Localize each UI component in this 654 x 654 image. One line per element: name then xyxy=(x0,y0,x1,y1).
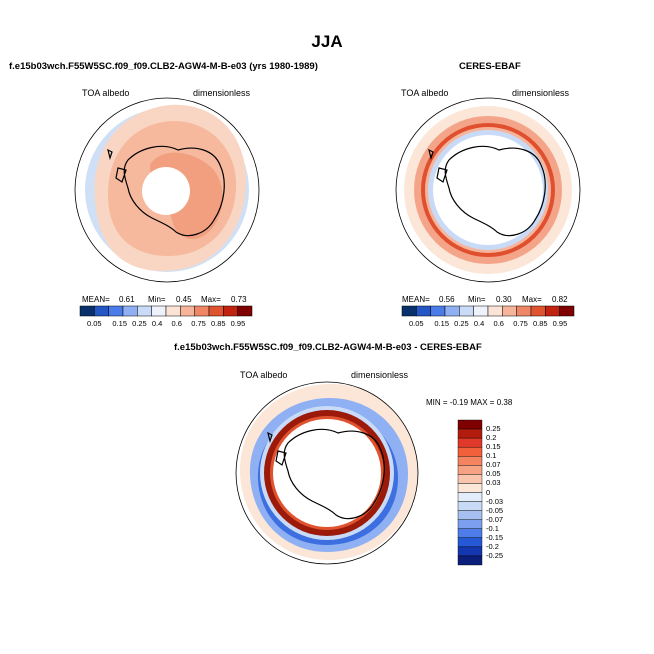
panel2-max-value: 0.82 xyxy=(552,295,568,304)
colorbar-tick-label: -0.07 xyxy=(486,514,504,524)
panel2-min-label: Min= xyxy=(468,295,486,304)
colorbar-tick-label: -0.25 xyxy=(486,550,504,560)
panel1-title: f.e15b03wch.F55W5SC.f09_f09.CLB2-AGW4-M-… xyxy=(9,61,318,72)
colorbar-tick-label: -0.1 xyxy=(486,523,499,533)
colorbar-tick-label: 0.15 xyxy=(486,442,501,452)
panel1-mean-label: MEAN= xyxy=(82,295,110,304)
colorbar-tick-label: 0.05 xyxy=(408,319,424,328)
colorbar-tick-label: 0.15 xyxy=(434,319,450,328)
colorbar-swatch xyxy=(457,456,483,466)
panel2-colorbar-ticks: 0.05 0.15 0.25 0.4 0.6 0.75 0.85 0.95 xyxy=(402,319,574,329)
colorbar-tick-label: 0.25 xyxy=(132,319,147,328)
panel3-min-max-text: MIN = -0.19 MAX = 0.38 xyxy=(426,398,513,407)
colorbar-swatch xyxy=(457,501,483,511)
colorbar-tick-label: 0.15 xyxy=(112,319,128,328)
colorbar-tick-label: 0.05 xyxy=(486,469,501,479)
colorbar-swatch xyxy=(237,305,253,317)
panel1-antarctica-outline xyxy=(107,145,225,237)
colorbar-tick-label: 0.2 xyxy=(486,433,497,443)
colorbar-tick-label: 0.75 xyxy=(191,319,206,328)
colorbar-tick-label: -0.15 xyxy=(486,532,504,542)
colorbar-swatch xyxy=(457,537,483,548)
colorbar-swatch xyxy=(457,555,483,566)
panel2-mean-label: MEAN= xyxy=(402,295,430,304)
main-title: JJA xyxy=(311,32,343,51)
colorbar-tick-label: 0 xyxy=(486,487,491,497)
colorbar-swatch xyxy=(457,492,483,502)
colorbar-swatch xyxy=(457,446,483,457)
panel2-mean-value: 0.56 xyxy=(439,295,455,304)
colorbar-tick-label: 0.95 xyxy=(230,319,246,328)
colorbar-tick-label: 0.1 xyxy=(486,451,497,461)
colorbar-tick-label: 0.95 xyxy=(552,319,568,328)
colorbar-tick-label: 0.6 xyxy=(493,319,504,328)
colorbar-tick-label: -0.05 xyxy=(486,505,504,515)
panel3-title: f.e15b03wch.F55W5SC.f09_f09.CLB2-AGW4-M-… xyxy=(174,342,482,353)
panel1-min-label: Min= xyxy=(148,295,166,304)
colorbar-tick-label: 0.25 xyxy=(486,424,501,434)
panel3-colorbar xyxy=(457,419,483,566)
panel3-colorbar-ticks: 0.25 0.2 0.15 0.1 0.07 0.05 0.03 0 -0.03 -0.05 -0.… xyxy=(486,420,526,565)
panel2-title: CERES-EBAF xyxy=(459,61,521,72)
colorbar-swatch xyxy=(457,428,483,439)
panel1-max-value: 0.73 xyxy=(231,295,247,304)
panel2-colorbar xyxy=(401,305,575,317)
colorbar-swatch xyxy=(457,465,483,475)
panel2-field-label: TOA albedo xyxy=(401,88,449,98)
colorbar-swatch xyxy=(457,510,483,520)
panel1-mean-value: 0.61 xyxy=(119,295,135,304)
colorbar-tick-label: 0.4 xyxy=(151,319,163,328)
colorbar-tick-label: 0.03 xyxy=(486,478,501,488)
colorbar-swatch xyxy=(457,528,483,539)
colorbar-tick-label: 0.4 xyxy=(473,319,485,328)
colorbar-swatch xyxy=(457,519,483,529)
colorbar-swatch xyxy=(559,305,575,317)
colorbar-swatch xyxy=(457,483,483,493)
colorbar-tick-label: -0.2 xyxy=(486,541,499,551)
panel2-max-label: Max= xyxy=(522,295,542,304)
colorbar-tick-label: 0.05 xyxy=(86,319,102,328)
colorbar-swatch xyxy=(457,546,483,557)
panel1-min-value: 0.45 xyxy=(176,295,192,304)
colorbar-tick-label: 0.75 xyxy=(513,319,528,328)
panel3-units-label: dimensionless xyxy=(351,370,409,380)
colorbar-swatch xyxy=(457,419,483,430)
colorbar-tick-label: 0.25 xyxy=(454,319,469,328)
panel1-max-label: Max= xyxy=(201,295,221,304)
panel1-colorbar xyxy=(79,305,253,317)
colorbar-swatch xyxy=(457,474,483,484)
panel1-field-label: TOA albedo xyxy=(82,88,130,98)
colorbar-tick-label: 0.6 xyxy=(171,319,182,328)
panel2-min-value: 0.30 xyxy=(496,295,512,304)
colorbar-tick-label: 0.07 xyxy=(486,460,501,470)
panel2-units-label: dimensionless xyxy=(512,88,570,98)
panel2-antarctica-outline xyxy=(428,145,546,237)
panel1-colorbar-ticks: 0.05 0.15 0.25 0.4 0.6 0.75 0.85 0.95 xyxy=(80,319,252,329)
panel3-antarctica-outline xyxy=(267,428,385,520)
colorbar-tick-label: 0.85 xyxy=(210,319,226,328)
panel3-field-label: TOA albedo xyxy=(240,370,288,380)
colorbar-swatch xyxy=(457,437,483,448)
colorbar-tick-label: -0.03 xyxy=(486,496,504,506)
panel1-units-label: dimensionless xyxy=(193,88,251,98)
colorbar-tick-label: 0.85 xyxy=(532,319,548,328)
